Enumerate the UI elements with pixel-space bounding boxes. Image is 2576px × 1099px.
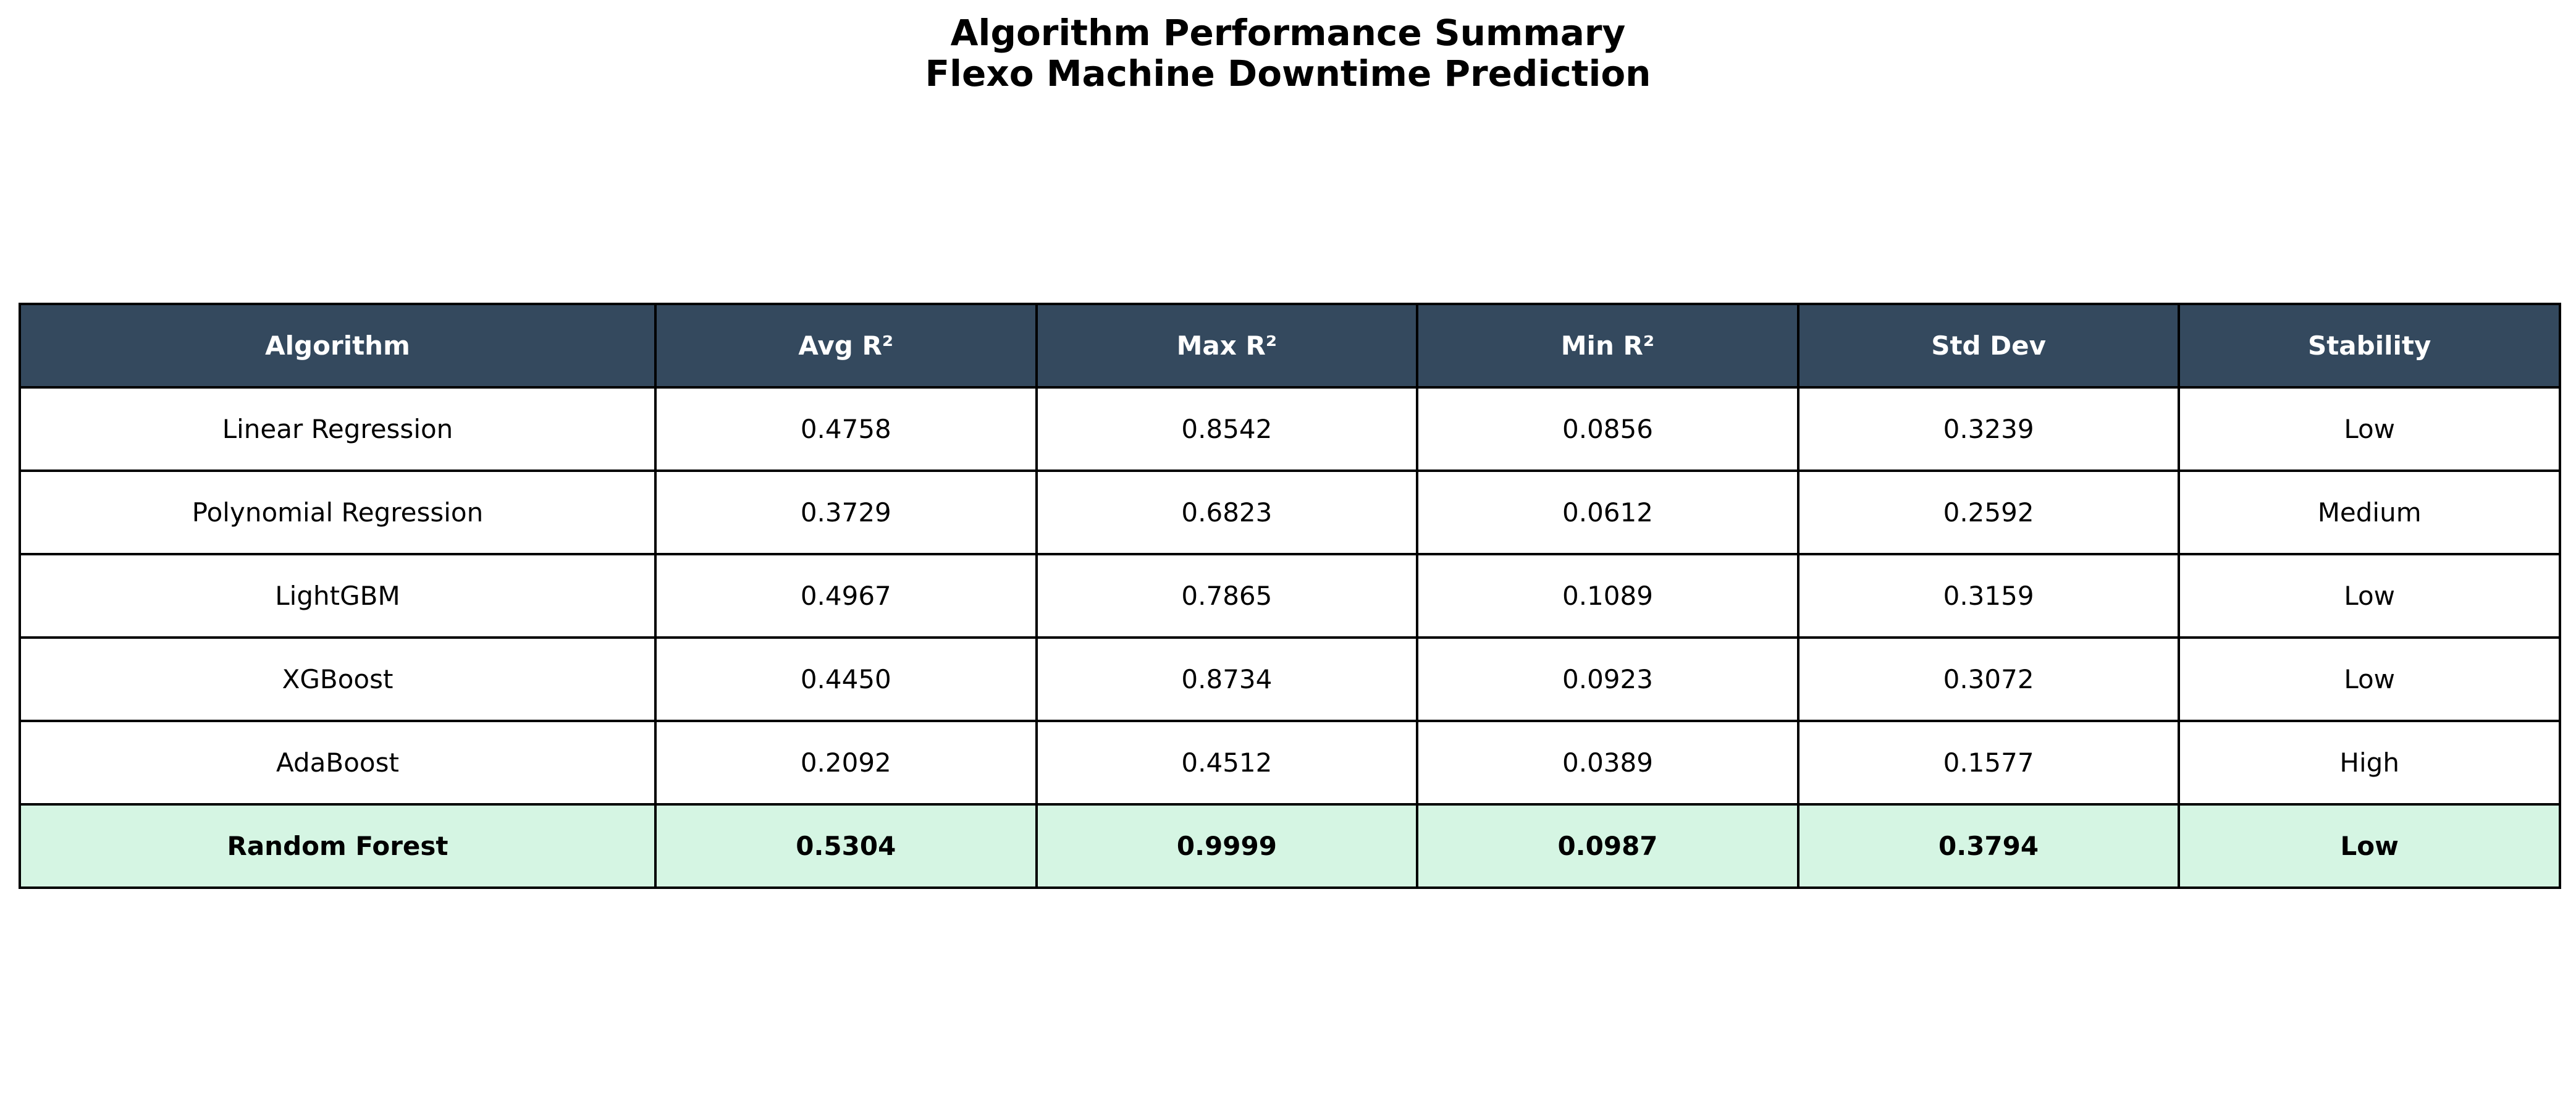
cell-std-dev: 0.3072 bbox=[1796, 636, 2181, 722]
cell-stability: Low bbox=[2178, 636, 2561, 722]
cell-max-r2: 0.6823 bbox=[1035, 469, 1419, 555]
cell-std-dev: 0.1577 bbox=[1796, 720, 2181, 806]
cell-std-dev: 0.2592 bbox=[1796, 469, 2181, 555]
cell-avg-r2: 0.3729 bbox=[654, 469, 1038, 555]
cell-algorithm: Random Forest bbox=[19, 803, 657, 889]
cell-avg-r2: 0.2092 bbox=[654, 720, 1038, 806]
cell-avg-r2: 0.5304 bbox=[654, 803, 1038, 889]
cell-std-dev: 0.3159 bbox=[1796, 553, 2181, 639]
chart-subtitle: Flexo Machine Downtime Prediction bbox=[925, 53, 1651, 95]
header-avg-r2: Avg R² bbox=[654, 303, 1038, 389]
table-row: Polynomial Regression 0.3729 0.6823 0.06… bbox=[19, 469, 2561, 555]
cell-algorithm: AdaBoost bbox=[19, 720, 657, 806]
cell-min-r2: 0.0389 bbox=[1416, 720, 1799, 806]
header-std-dev: Std Dev bbox=[1796, 303, 2181, 389]
cell-min-r2: 0.0856 bbox=[1416, 386, 1799, 472]
table-row: AdaBoost 0.2092 0.4512 0.0389 0.1577 Hig… bbox=[19, 720, 2561, 806]
cell-max-r2: 0.4512 bbox=[1035, 720, 1419, 806]
cell-avg-r2: 0.4967 bbox=[654, 553, 1038, 639]
cell-algorithm: LightGBM bbox=[19, 553, 657, 639]
cell-min-r2: 0.0612 bbox=[1416, 469, 1799, 555]
cell-min-r2: 0.1089 bbox=[1416, 553, 1799, 639]
cell-stability: High bbox=[2178, 720, 2561, 806]
cell-min-r2: 0.0923 bbox=[1416, 636, 1799, 722]
header-min-r2: Min R² bbox=[1416, 303, 1799, 389]
header-max-r2: Max R² bbox=[1035, 303, 1419, 389]
cell-stability: Low bbox=[2178, 553, 2561, 639]
cell-max-r2: 0.7865 bbox=[1035, 553, 1419, 639]
cell-min-r2: 0.0987 bbox=[1416, 803, 1799, 889]
cell-algorithm: Linear Regression bbox=[19, 386, 657, 472]
cell-avg-r2: 0.4450 bbox=[654, 636, 1038, 722]
cell-avg-r2: 0.4758 bbox=[654, 386, 1038, 472]
cell-max-r2: 0.8542 bbox=[1035, 386, 1419, 472]
cell-std-dev: 0.3794 bbox=[1796, 803, 2181, 889]
cell-stability: Low bbox=[2178, 386, 2561, 472]
cell-stability: Low bbox=[2178, 803, 2561, 889]
table-row-highlighted: Random Forest 0.5304 0.9999 0.0987 0.379… bbox=[19, 803, 2561, 889]
header-stability: Stability bbox=[2178, 303, 2561, 389]
cell-std-dev: 0.3239 bbox=[1796, 386, 2181, 472]
cell-algorithm: XGBoost bbox=[19, 636, 657, 722]
cell-max-r2: 0.9999 bbox=[1035, 803, 1419, 889]
cell-algorithm: Polynomial Regression bbox=[19, 469, 657, 555]
table-row: XGBoost 0.4450 0.8734 0.0923 0.3072 Low bbox=[19, 636, 2561, 722]
cell-stability: Medium bbox=[2178, 469, 2561, 555]
header-algorithm: Algorithm bbox=[19, 303, 657, 389]
cell-max-r2: 0.8734 bbox=[1035, 636, 1419, 722]
table-row: LightGBM 0.4967 0.7865 0.1089 0.3159 Low bbox=[19, 553, 2561, 639]
header-row: Algorithm Avg R² Max R² Min R² Std Dev S… bbox=[19, 303, 2561, 389]
chart-title: Algorithm Performance Summary bbox=[950, 12, 1626, 54]
table-row: Linear Regression 0.4758 0.8542 0.0856 0… bbox=[19, 386, 2561, 472]
performance-table: Algorithm Avg R² Max R² Min R² Std Dev S… bbox=[19, 303, 2561, 889]
